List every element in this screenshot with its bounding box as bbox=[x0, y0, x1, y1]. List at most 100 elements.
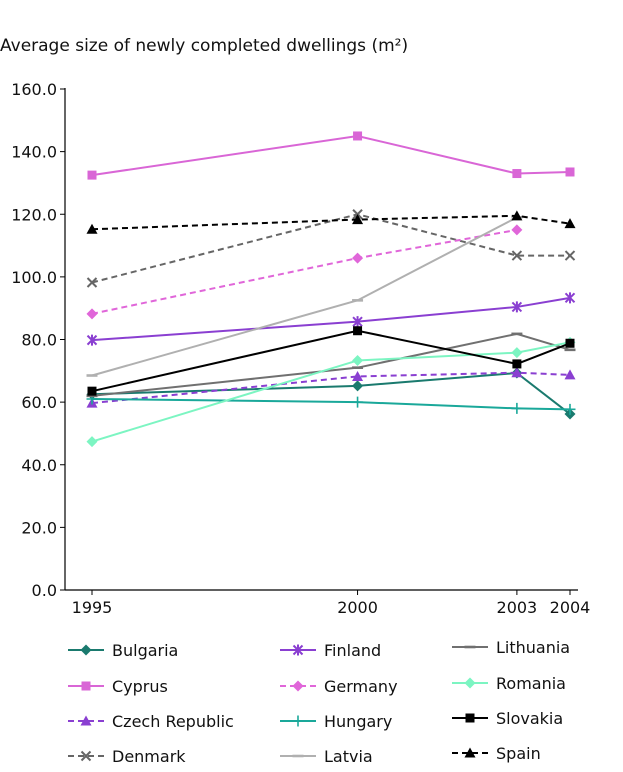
data-point-cyprus bbox=[565, 167, 575, 177]
data-point-slovakia bbox=[353, 326, 363, 336]
series-hungary bbox=[86, 393, 576, 415]
series-line-romania bbox=[91, 341, 571, 443]
legend-label: Spain bbox=[496, 744, 541, 763]
legend-item-germany: Germany bbox=[280, 677, 398, 696]
data-point-slovakia bbox=[512, 359, 522, 369]
legend-label: Lithuania bbox=[496, 638, 570, 657]
x-tick-label: 2003 bbox=[497, 598, 538, 617]
legend-item-finland: Finland bbox=[280, 641, 381, 660]
data-point-hungary bbox=[511, 402, 523, 414]
data-point-finland bbox=[511, 301, 523, 313]
y-tick-label: 160.0 bbox=[11, 80, 57, 99]
y-tick-label: 20.0 bbox=[21, 518, 57, 537]
data-point-romania bbox=[86, 436, 98, 448]
series-line-finland bbox=[91, 296, 571, 342]
legend-label: Czech Republic bbox=[112, 712, 234, 731]
y-tick-label: 140.0 bbox=[11, 143, 57, 162]
data-point-denmark bbox=[564, 250, 576, 261]
legend-swatch-marker bbox=[292, 680, 304, 692]
legend-swatch-marker bbox=[81, 681, 91, 691]
y-tick-label: 100.0 bbox=[11, 268, 57, 287]
data-point-slovakia bbox=[565, 338, 575, 348]
legend-item-cyprus: Cyprus bbox=[68, 677, 168, 696]
series-line-lithuania bbox=[91, 332, 571, 397]
legend-label: Cyprus bbox=[112, 677, 168, 696]
series-spain bbox=[86, 210, 576, 234]
data-point-bulgaria bbox=[352, 380, 364, 392]
x-tick-label: 2004 bbox=[550, 598, 591, 617]
legend-label: Bulgaria bbox=[112, 641, 178, 660]
legend-swatch-marker bbox=[80, 644, 92, 656]
legend-label: Finland bbox=[324, 641, 381, 660]
series-czech-republic bbox=[86, 367, 576, 408]
series-lithuania bbox=[86, 332, 576, 398]
series-line-hungary bbox=[91, 397, 571, 411]
legend-item-bulgaria: Bulgaria bbox=[68, 641, 178, 660]
y-tick-label: 120.0 bbox=[11, 205, 57, 224]
series-slovakia bbox=[87, 326, 575, 396]
legend: Bulgaria Cyprus Czech Republic Denmark Finla… bbox=[68, 638, 570, 766]
data-point-hungary bbox=[564, 403, 576, 415]
legend-item-denmark: Denmark bbox=[68, 747, 186, 766]
data-point-denmark bbox=[86, 277, 98, 288]
data-point-cyprus bbox=[353, 131, 363, 141]
data-point-spain bbox=[86, 223, 98, 234]
x-tick-label: 2000 bbox=[337, 598, 378, 617]
legend-item-hungary: Hungary bbox=[280, 712, 392, 731]
series-line-czech-republic bbox=[91, 371, 571, 405]
data-point-slovakia bbox=[87, 386, 97, 396]
legend-swatch-marker bbox=[465, 713, 475, 723]
legend-item-spain: Spain bbox=[452, 744, 541, 763]
series-germany bbox=[86, 224, 523, 320]
series-romania bbox=[86, 336, 576, 448]
chart-title: Average size of newly completed dwelling… bbox=[0, 36, 409, 56]
y-tick-label: 60.0 bbox=[21, 393, 57, 412]
legend-label: Denmark bbox=[112, 747, 186, 766]
series-finland bbox=[86, 292, 576, 346]
series-line-spain bbox=[91, 214, 571, 231]
data-point-germany bbox=[352, 252, 364, 264]
series-line-cyprus bbox=[91, 134, 571, 177]
legend-swatch-marker bbox=[292, 715, 304, 727]
x-tick-label: 1995 bbox=[72, 598, 113, 617]
legend-label: Latvia bbox=[324, 747, 373, 766]
legend-swatch-marker bbox=[464, 747, 476, 758]
data-point-romania bbox=[511, 347, 523, 359]
legend-swatch-marker bbox=[464, 677, 476, 689]
series-denmark bbox=[86, 209, 576, 288]
series-cyprus bbox=[87, 131, 575, 180]
legend-swatch-marker bbox=[80, 750, 92, 762]
data-point-spain bbox=[511, 210, 523, 221]
data-point-romania bbox=[352, 354, 364, 366]
data-point-finland bbox=[564, 292, 576, 304]
legend-label: Germany bbox=[324, 677, 398, 696]
legend-item-latvia: Latvia bbox=[280, 747, 373, 766]
legend-item-lithuania: Lithuania bbox=[452, 638, 570, 657]
data-point-finland bbox=[352, 316, 363, 328]
legend-label: Slovakia bbox=[496, 709, 563, 728]
legend-swatch-marker bbox=[80, 715, 92, 726]
legend-item-romania: Romania bbox=[452, 674, 566, 693]
data-point-germany bbox=[511, 224, 523, 236]
data-point-spain bbox=[352, 214, 364, 225]
legend-swatch-marker bbox=[292, 644, 304, 656]
data-point-czech-republic bbox=[352, 370, 364, 381]
y-tick-label: 0.0 bbox=[32, 581, 57, 600]
y-tick-label: 80.0 bbox=[21, 331, 57, 350]
series-line-slovakia bbox=[91, 329, 571, 393]
legend-label: Hungary bbox=[324, 712, 392, 731]
legend-label: Romania bbox=[496, 674, 566, 693]
data-point-finland bbox=[86, 334, 98, 346]
data-point-hungary bbox=[352, 396, 364, 408]
data-point-spain bbox=[564, 218, 576, 229]
data-point-germany bbox=[86, 308, 98, 320]
data-point-cyprus bbox=[87, 170, 97, 180]
series-line-latvia bbox=[91, 216, 518, 377]
series-line-germany bbox=[91, 228, 518, 315]
legend-item-slovakia: Slovakia bbox=[452, 709, 563, 728]
data-point-czech-republic bbox=[511, 367, 523, 378]
series-line-denmark bbox=[91, 213, 570, 284]
data-point-cyprus bbox=[512, 169, 522, 179]
y-tick-label: 40.0 bbox=[21, 456, 57, 475]
